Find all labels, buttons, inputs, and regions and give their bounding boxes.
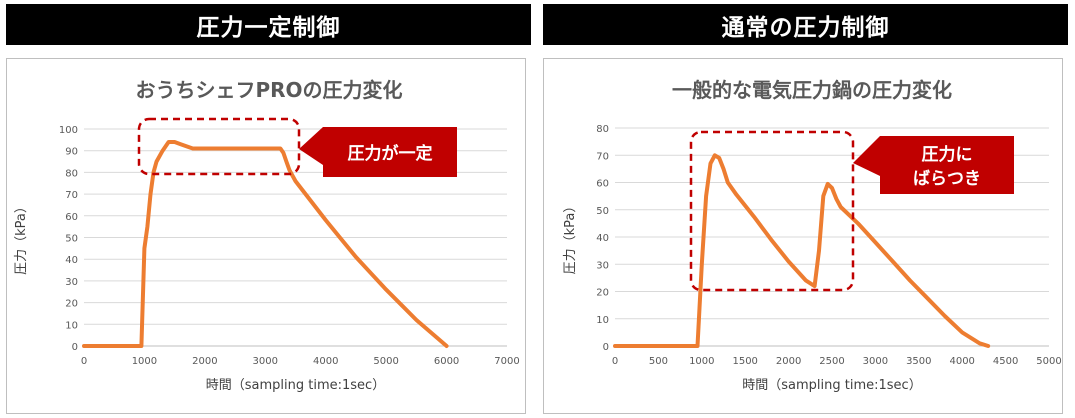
x-tick-label: 2000 — [776, 356, 801, 367]
y-tick-label: 40 — [596, 233, 609, 244]
highlight-dashed-box — [137, 117, 301, 176]
x-tick-label: 1500 — [732, 356, 757, 367]
callout-box — [853, 136, 1014, 194]
y-tick-label: 70 — [65, 190, 78, 201]
x-tick-label: 6000 — [434, 356, 459, 367]
y-tick-label: 0 — [603, 342, 609, 353]
y-tick-label: 60 — [65, 212, 78, 223]
y-tick-label: 40 — [65, 255, 78, 266]
right-chart-panel: 一般的な電気圧力鍋の圧力変化 0 10 20 30 40 50 60 70 80 0 500 1000 1… — [543, 58, 1063, 414]
x-tick-label: 4500 — [993, 356, 1018, 367]
y-tick-label: 70 — [596, 151, 609, 162]
y-tick-label: 60 — [596, 179, 609, 190]
y-tick-label: 20 — [65, 299, 78, 310]
y-tick-label: 10 — [596, 315, 609, 326]
x-tick-label: 2500 — [819, 356, 844, 367]
x-tick-label: 7000 — [494, 356, 519, 367]
x-tick-label: 500 — [649, 356, 668, 367]
y-axis-label: 圧力（kPa） — [563, 200, 578, 275]
pressure-series-line — [613, 153, 991, 348]
x-tick-label: 2000 — [192, 356, 217, 367]
callout-box — [299, 127, 457, 177]
chart-title: 一般的な電気圧力鍋の圧力変化 — [672, 78, 952, 102]
x-tick-label: 4000 — [949, 356, 974, 367]
x-tick-label: 0 — [81, 356, 87, 367]
right-chart: 一般的な電気圧力鍋の圧力変化 0 10 20 30 40 50 60 70 80 0 500 1000 1… — [563, 78, 1062, 393]
y-tick-label: 30 — [65, 277, 78, 288]
y-tick-label: 30 — [596, 260, 609, 271]
y-axis-label: 圧力（kPa） — [14, 200, 29, 275]
y-tick-label: 20 — [596, 288, 609, 299]
y-tick-label: 0 — [72, 342, 78, 353]
left-header: 圧力一定制御 — [6, 4, 531, 45]
pressure-series-line — [82, 140, 449, 348]
y-tick-label: 100 — [59, 125, 78, 136]
x-axis-label: 時間（sampling time:1sec） — [206, 378, 385, 393]
y-tick-label: 10 — [65, 320, 78, 331]
x-tick-label: 3500 — [906, 356, 931, 367]
x-tick-label: 3000 — [253, 356, 278, 367]
y-tick-label: 80 — [596, 124, 609, 135]
y-tick-label: 50 — [596, 206, 609, 217]
left-chart-panel: おうちシェフPROの圧力変化 0 10 20 30 40 50 60 70 80 90 100 0 100… — [6, 58, 526, 414]
x-tick-label: 3000 — [863, 356, 888, 367]
x-tick-label: 1000 — [689, 356, 714, 367]
callout-text: ばらつき — [913, 169, 981, 189]
x-tick-label: 4000 — [313, 356, 338, 367]
x-tick-label: 5000 — [373, 356, 398, 367]
right-header: 通常の圧力制御 — [543, 4, 1068, 45]
chart-title: おうちシェフPROの圧力変化 — [135, 78, 402, 102]
x-tick-label: 0 — [612, 356, 618, 367]
callout-text: 圧力に — [922, 144, 973, 165]
y-tick-label: 90 — [65, 147, 78, 158]
y-tick-label: 50 — [65, 234, 78, 245]
callout-text: 圧力が一定 — [348, 143, 433, 164]
x-tick-label: 5000 — [1036, 356, 1061, 367]
x-axis-label: 時間（sampling time:1sec） — [742, 378, 921, 393]
x-tick-label: 1000 — [132, 356, 157, 367]
y-tick-label: 80 — [65, 168, 78, 179]
